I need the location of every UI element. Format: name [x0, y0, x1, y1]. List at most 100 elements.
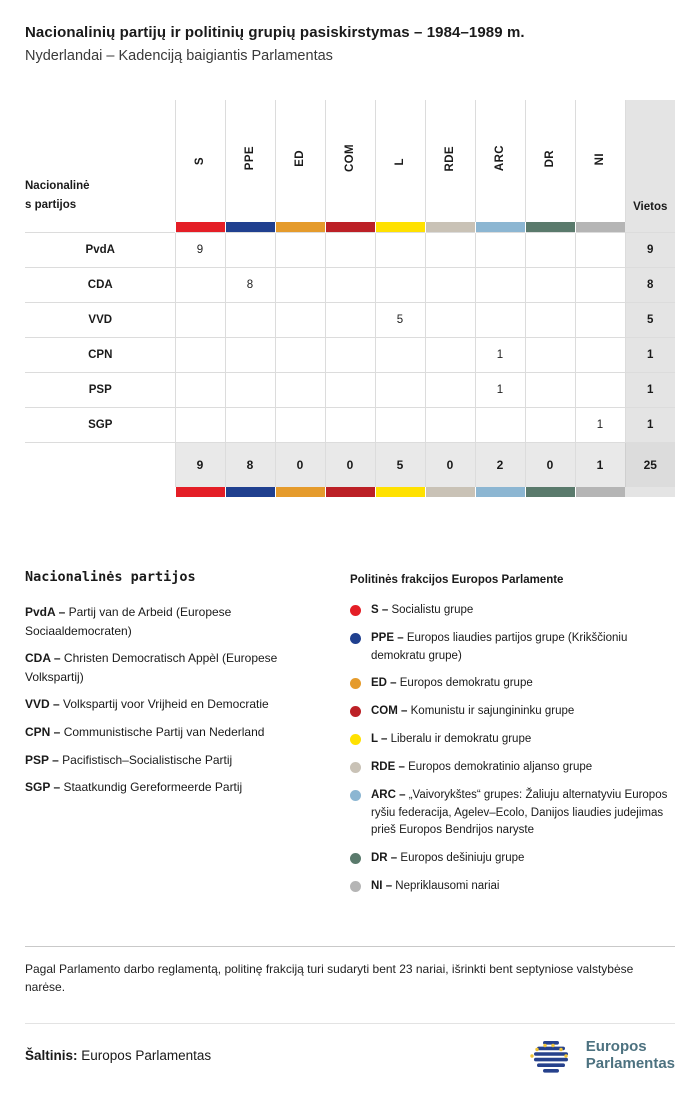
party-legend-title: Nacionalinės partijos: [25, 569, 196, 585]
group-color-bar-RDE: [425, 222, 475, 232]
seats-table: Nacionalinės partijos S PPE ED COM L RDE ARC DR N…: [25, 100, 675, 497]
seat-cell-NI: [574, 372, 625, 408]
party-legend-item: CDA – Christen Democratisch Appèl (Europ…: [25, 651, 278, 684]
table-header-row: Nacionalinės partijos S PPE ED COM L RDE ARC DR N…: [25, 100, 675, 222]
table-row: VVD 5 5: [25, 302, 675, 338]
group-legend-item: S – Socialistu grupe: [350, 602, 675, 620]
group-legend-item: DR – Europos dešiniuju grupe: [350, 850, 675, 868]
group-color-dot: [350, 734, 361, 746]
group-color-dot: [350, 789, 361, 801]
group-legend-title: Politinės frakcijos Europos Parlamente: [350, 574, 564, 586]
page-subtitle: Nyderlandai – Kadenciją baigiantis Parla…: [25, 48, 333, 64]
seat-cell-NI: 1: [574, 407, 625, 443]
seat-cell-DR: [524, 372, 575, 408]
total-S: 9: [174, 442, 225, 487]
seats-value: 8: [624, 267, 675, 303]
column-header-label: S: [194, 156, 206, 165]
total-PPE: 8: [224, 442, 275, 487]
group-color-dot: [350, 880, 361, 892]
group-legend-list: S – Socialistu grupe PPE – Europos liaudi…: [350, 602, 675, 896]
party-name: VVD: [25, 302, 175, 338]
column-header-RDE: RDE: [424, 100, 475, 222]
seat-cell-ED: [274, 407, 325, 443]
seat-cell-PPE: [224, 407, 275, 443]
column-header-label: L: [394, 157, 406, 165]
group-color-bar-COM: [325, 222, 375, 232]
total-seats: 25: [624, 442, 675, 487]
group-abbr: COM –: [371, 705, 411, 718]
column-header-S: S: [174, 100, 225, 222]
divider: [25, 945, 675, 947]
group-legend-item: COM – Komunistu ir sajungininku grupe: [350, 703, 675, 721]
group-color-bar-COM: [325, 487, 375, 497]
column-header-label: DR: [544, 149, 556, 168]
column-header-label: PPE: [244, 146, 256, 171]
group-legend-item: PPE – Europos liaudies partijos grupe (K…: [350, 630, 675, 666]
seat-cell-S: [174, 302, 225, 338]
seat-cell-ED: [274, 232, 325, 268]
group-color-bar-ED: [275, 487, 325, 497]
column-header-ED: ED: [274, 100, 325, 222]
seat-cell-S: [174, 267, 225, 303]
group-color-bar-PPE: [225, 487, 275, 497]
party-legend-item: PSP – Pacifistisch–Socialistische Partij: [25, 752, 233, 767]
group-color-bar-ARC: [475, 222, 525, 232]
total-ARC: 2: [474, 442, 525, 487]
ep-logo: Europos Parlamentas: [525, 1038, 675, 1074]
group-color-dot: [350, 853, 361, 865]
column-header-label: COM: [344, 144, 356, 173]
party-legend-list: PvdA – Partij van de Arbeid (Europese So…: [25, 603, 325, 797]
group-color-dot: [350, 678, 361, 690]
seat-cell-COM: [324, 232, 375, 268]
table-row: PSP 1 1: [25, 372, 675, 408]
group-abbr: DR –: [371, 852, 401, 865]
seat-cell-PPE: [224, 302, 275, 338]
group-color-bar-DR: [525, 222, 575, 232]
seat-cell-COM: [324, 302, 375, 338]
seat-cell-L: [374, 372, 425, 408]
party-legend-item: PvdA – Partij van de Arbeid (Europese So…: [25, 605, 232, 638]
seats-value: 1: [624, 407, 675, 443]
seat-cell-COM: [324, 267, 375, 303]
seat-cell-RDE: [424, 302, 475, 338]
party-abbr: VVD –: [25, 697, 64, 712]
column-header-L: L: [374, 100, 425, 222]
group-color-bar-ED: [275, 222, 325, 232]
group-abbr: ED –: [371, 677, 400, 690]
column-header-label: RDE: [444, 145, 456, 172]
seat-cell-DR: [524, 232, 575, 268]
seat-cell-L: [374, 267, 425, 303]
source-value: Europos Parlamentas: [81, 1048, 212, 1064]
seat-cell-S: 9: [174, 232, 225, 268]
group-color-bar-L: [375, 222, 425, 232]
table-row: PvdA 9 9: [25, 232, 675, 268]
seat-cell-RDE: [424, 372, 475, 408]
ep-logo-line1: Europos: [585, 1038, 647, 1056]
total-NI: 1: [574, 442, 625, 487]
seat-cell-S: [174, 407, 225, 443]
party-legend-item: SGP – Staatkundig Gereformeerde Partij: [25, 780, 243, 795]
group-color-bar-RDE: [425, 487, 475, 497]
column-header-label: ARC: [494, 145, 506, 172]
seat-cell-ARC: [474, 267, 525, 303]
seat-cell-ARC: [474, 407, 525, 443]
seat-cell-L: [374, 337, 425, 373]
group-color-bar-PPE: [225, 222, 275, 232]
seats-header-label: Vietos: [633, 201, 668, 213]
group-legend-item: L – Liberalu ir demokratu grupe: [350, 731, 675, 749]
seats-value: 1: [624, 372, 675, 408]
seat-cell-DR: [524, 407, 575, 443]
source-row: Šaltinis: Europos Parlamentas: [25, 1022, 675, 1074]
ep-logo-icon: [530, 1040, 568, 1073]
table-row: CPN 1 1: [25, 337, 675, 373]
seat-cell-S: [174, 372, 225, 408]
group-legend-item: ED – Europos demokratu grupe: [350, 675, 675, 693]
seat-cell-RDE: [424, 407, 475, 443]
seat-cell-DR: [524, 337, 575, 373]
group-color-bar-row-bottom: [25, 487, 675, 497]
group-color-bar-DR: [525, 487, 575, 497]
column-header-ARC: ARC: [474, 100, 525, 222]
party-abbr: CPN –: [25, 724, 64, 739]
legend-section: Nacionalinės partijos PvdA – Partij van …: [25, 569, 675, 906]
